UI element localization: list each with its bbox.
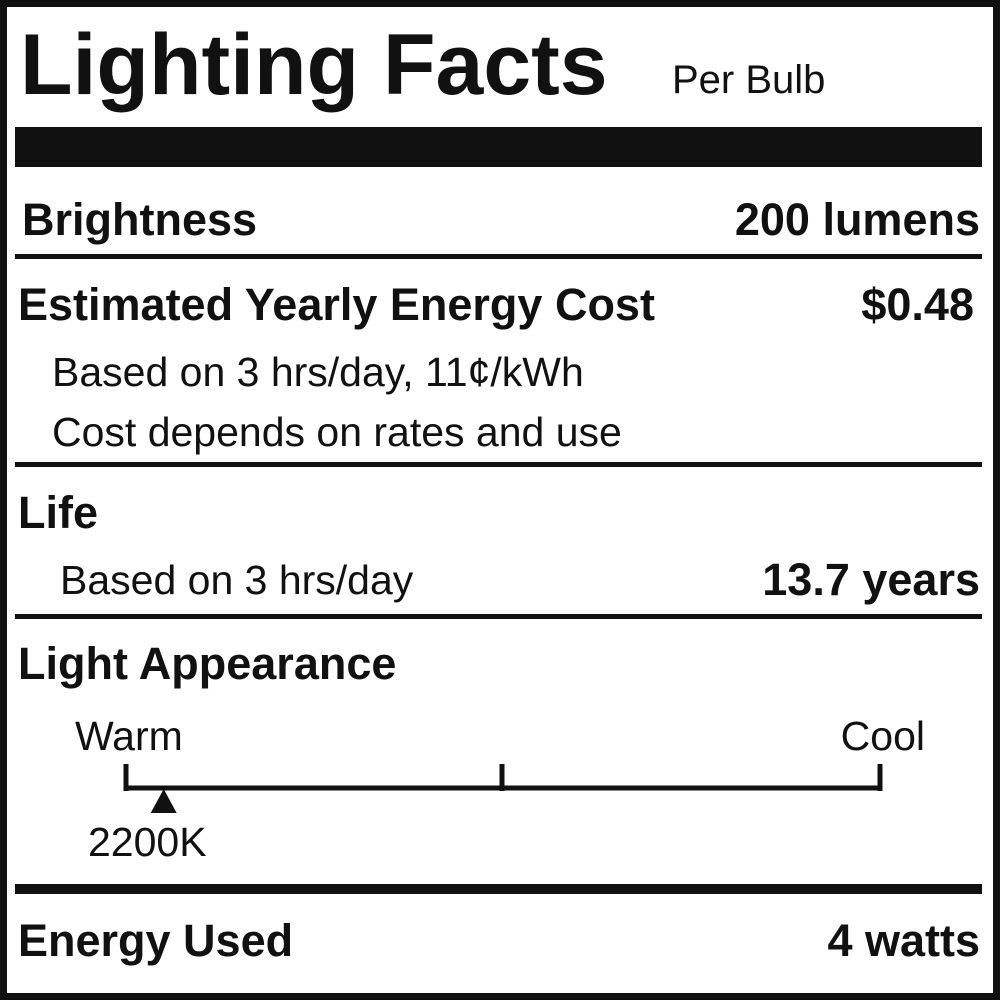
divider [15,462,982,467]
warm-label: Warm [75,713,183,759]
life-label: Life [18,487,99,538]
divider [15,614,982,619]
divider [15,254,982,259]
divider-thick [15,884,982,894]
brightness-value: 200 lumens [734,194,980,245]
cool-label: Cool [840,713,925,759]
label-subtitle: Per Bulb [672,58,826,102]
energy-cost-note: Cost depends on rates and use [52,409,622,455]
light-appearance-label: Light Appearance [18,638,397,689]
life-value: 13.7 years [762,554,980,605]
scale-marker-triangle [150,789,177,813]
life-note: Based on 3 hrs/day [60,557,414,603]
color-temperature-value: 2200K [88,819,207,865]
energy-cost-label: Estimated Yearly Energy Cost [18,279,655,330]
energy-used-label: Energy Used [18,915,294,966]
brightness-label: Brightness [22,194,258,245]
energy-cost-value: $0.48 [861,279,974,330]
energy-used-value: 4 watts [827,915,980,966]
label-title: Lighting Facts [20,17,608,113]
energy-cost-note: Based on 3 hrs/day, 11¢/kWh [52,349,584,395]
header-bar [15,127,982,167]
